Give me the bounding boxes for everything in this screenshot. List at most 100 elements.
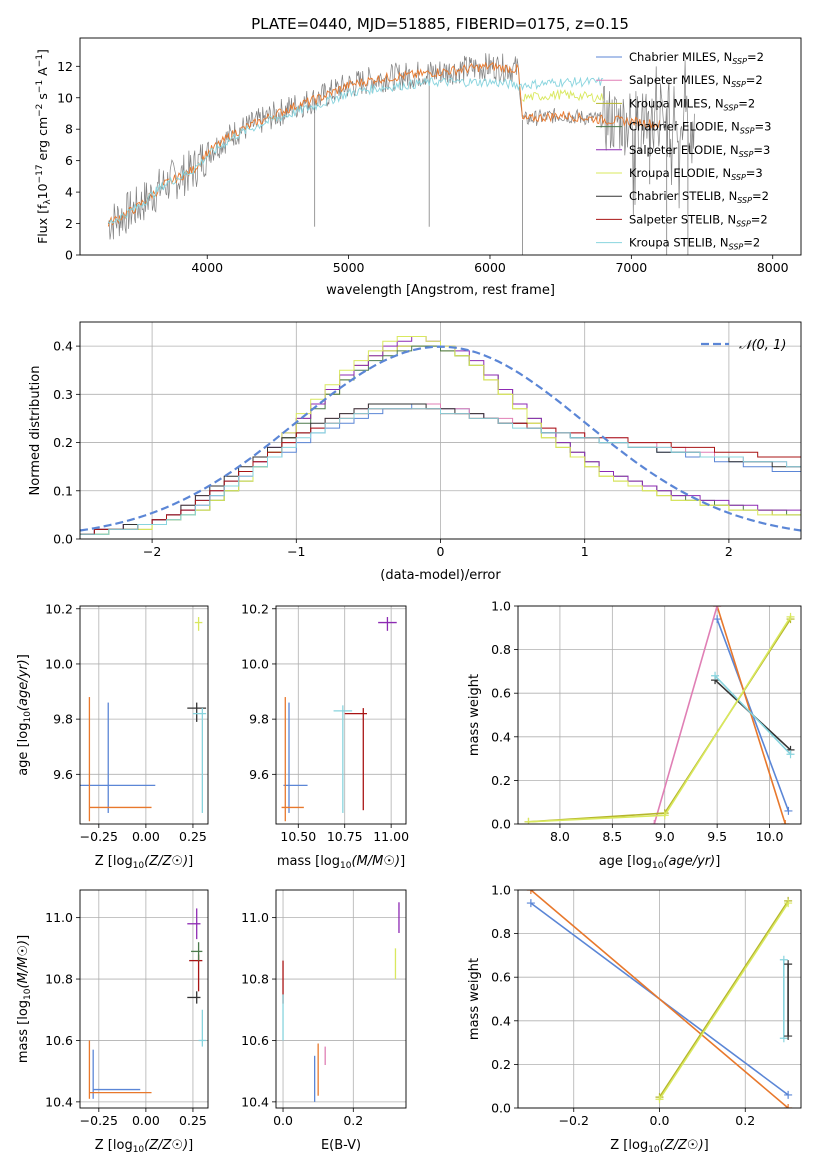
mass-vs-ebv-plot: 0.0 0.2 10.4 10.6 10.8 11.0 E(B-V) bbox=[241, 889, 407, 1153]
legend-text: Kroupa ELODIE, N bbox=[629, 166, 731, 180]
plot-area bbox=[80, 336, 801, 539]
plot-area bbox=[80, 617, 207, 822]
mass-weight-marker bbox=[711, 671, 720, 680]
x-axis-label: mass [log10(M/M☉)] bbox=[277, 854, 405, 871]
legend-text: Kroupa MILES, N bbox=[629, 96, 724, 110]
plot-area bbox=[281, 617, 397, 822]
axes-frame bbox=[517, 889, 802, 1109]
y-tick-label: 10.0 bbox=[45, 656, 73, 671]
axes-frame bbox=[79, 37, 802, 256]
mass-weight-marker bbox=[786, 750, 795, 759]
mass-weight-line bbox=[528, 616, 792, 823]
x-tick-label: 8.5 bbox=[602, 829, 622, 844]
y-axis-label: mass weight bbox=[467, 674, 482, 756]
label-part: Z [log bbox=[95, 1138, 133, 1153]
x-tick-label: 1 bbox=[581, 544, 589, 559]
y-tick-label: 10.2 bbox=[241, 601, 269, 616]
x-tick-label: 0.25 bbox=[179, 829, 207, 844]
plot-area bbox=[524, 606, 795, 824]
legend-text: Salpeter STELIB, N bbox=[629, 212, 736, 226]
plot-area bbox=[88, 908, 207, 1099]
legend-text: =3 bbox=[746, 166, 763, 180]
observed-spectrum-line bbox=[107, 53, 695, 240]
x-tick-label: 10.50 bbox=[280, 829, 316, 844]
y-tick-label: 10.2 bbox=[45, 601, 73, 616]
y-tick-label: 0.3 bbox=[53, 387, 73, 402]
label-part: Z [log bbox=[610, 1138, 648, 1153]
x-tick-label: 9.0 bbox=[655, 829, 675, 844]
y-tick-label: 10 bbox=[57, 90, 73, 105]
figure-title: PLATE=0440, MJD=51885, FIBERID=0175, z=0… bbox=[251, 15, 629, 33]
y-axis-label: age [log10(age/yr)] bbox=[16, 654, 33, 776]
mass-weight-marker bbox=[660, 811, 669, 820]
label-part: −2 bbox=[35, 104, 45, 117]
x-tick-label: −2 bbox=[143, 544, 161, 559]
y-axis-label: Normed distribution bbox=[28, 366, 43, 496]
label-part: ] bbox=[16, 935, 31, 940]
legend-sub: SSP bbox=[724, 103, 739, 112]
legend-sub: SSP bbox=[739, 150, 754, 159]
legend-text: Chabrier ELODIE, N bbox=[629, 120, 740, 134]
mass-weight-marker bbox=[784, 806, 793, 815]
x-tick-label: −0.25 bbox=[80, 1113, 118, 1128]
spectrum-plot: 4000 5000 6000 7000 8000 0 2 4 6 8 10 12 Chabrier MI… bbox=[35, 37, 802, 298]
label-part: 10 bbox=[133, 1145, 145, 1155]
axes-frame bbox=[79, 321, 802, 540]
label-part: ] bbox=[715, 854, 720, 869]
y-tick-label: 0.0 bbox=[53, 532, 73, 547]
x-axis-label: E(B-V) bbox=[321, 1138, 361, 1153]
label-part: Flux [f bbox=[35, 204, 50, 244]
legend-label: Kroupa ELODIE, NSSP=3 bbox=[629, 166, 763, 182]
plot-area bbox=[282, 902, 400, 1102]
axes-frame bbox=[275, 889, 407, 1109]
massweight-vs-metallicity-plot: −0.2 0.0 0.2 0.0 0.2 0.4 0.6 0.8 1.0 Z [log10(Z/Z… bbox=[467, 883, 802, 1155]
label-part: A bbox=[35, 67, 50, 80]
x-axis-label: Z [log10(Z/Z☉)] bbox=[610, 1138, 708, 1155]
label-part: 10 bbox=[23, 988, 33, 1000]
legend-text: Kroupa STELIB, N bbox=[629, 236, 729, 250]
x-axis-label: wavelength [Angstrom, rest frame] bbox=[326, 283, 555, 298]
y-tick-label: 0.8 bbox=[491, 926, 511, 941]
y-tick-label: 0.4 bbox=[491, 729, 511, 744]
y-tick-label: 0.0 bbox=[491, 817, 511, 832]
legend-text: Chabrier STELIB, N bbox=[629, 189, 737, 203]
legend-text: =2 bbox=[746, 73, 763, 87]
label-part: age [log bbox=[16, 723, 31, 776]
x-tick-label: 0.00 bbox=[132, 829, 160, 844]
y-tick-label: 11.0 bbox=[45, 910, 73, 925]
legend-text: Salpeter MILES, N bbox=[629, 73, 731, 87]
x-axis-label: Z [log10(Z/Z☉)] bbox=[95, 854, 193, 871]
legend-text: =2 bbox=[752, 189, 769, 203]
histogram-step-line bbox=[80, 336, 801, 539]
y-tick-label: 12 bbox=[57, 59, 73, 74]
mass-weight-line bbox=[658, 900, 789, 1098]
label-part: erg cm bbox=[35, 117, 50, 165]
residual-histogram: −2 −1 0 1 2 0.0 0.1 0.2 0.3 0.4 𝒩(0, 1) (data-model… bbox=[28, 321, 802, 583]
y-tick-label: 0.2 bbox=[53, 435, 73, 450]
label-part: 10 bbox=[35, 183, 50, 199]
axes-frame bbox=[517, 605, 802, 825]
mass-weight-marker bbox=[784, 960, 793, 969]
mass-weight-marker bbox=[779, 1034, 788, 1043]
y-tick-label: 10.0 bbox=[241, 656, 269, 671]
legend-text: =3 bbox=[753, 143, 770, 157]
axes-frame bbox=[275, 605, 407, 825]
x-tick-label: −0.2 bbox=[559, 1113, 589, 1128]
legend-label: 𝒩(0, 1) bbox=[739, 338, 786, 353]
legend-sub: SSP bbox=[729, 243, 744, 252]
legend-sub: SSP bbox=[737, 196, 752, 205]
mass-weight-marker bbox=[784, 1104, 793, 1108]
y-tick-label: 11.0 bbox=[241, 910, 269, 925]
massweight-vs-age-plot: 8.0 8.5 9.0 9.5 10.0 0.0 0.2 0.4 0.6 0.8 1.0 age [l… bbox=[467, 599, 802, 871]
label-part: −1 bbox=[35, 54, 45, 67]
x-tick-label: −1 bbox=[287, 544, 305, 559]
mass-weight-marker bbox=[650, 820, 659, 824]
y-axis-label: Flux [fλ10−17 erg cm−2 s−1 A−1] bbox=[35, 49, 53, 244]
mass-weight-marker bbox=[524, 817, 533, 824]
legend-text: =2 bbox=[743, 236, 760, 250]
mass-weight-marker bbox=[784, 1090, 793, 1099]
mass-weight-line bbox=[716, 606, 787, 824]
axes-frame bbox=[79, 889, 209, 1109]
mass-weight-line bbox=[658, 902, 789, 1100]
label-part: 10 bbox=[133, 861, 145, 871]
